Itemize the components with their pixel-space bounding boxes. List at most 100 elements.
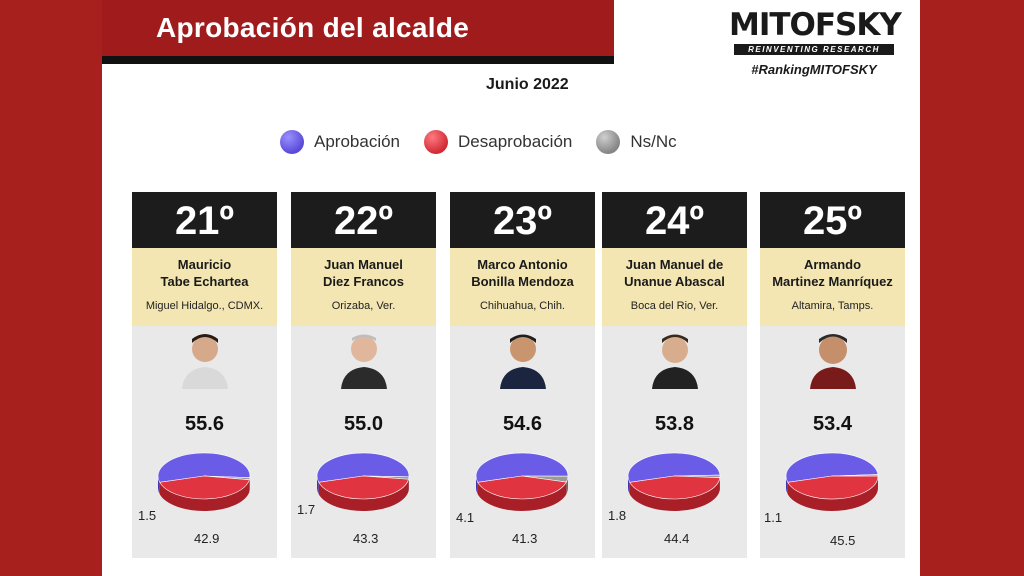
approval-side-wall (628, 476, 630, 495)
mayor-name-line2: Diez Francos (323, 274, 404, 289)
approval-slice (475, 452, 569, 483)
brand-logo: MITOFSKY (729, 7, 902, 43)
mayor-city: Miguel Hidalgo., CDMX. (145, 300, 264, 312)
legend-item-disapproval: Desaprobación (424, 130, 572, 154)
mayor-name-line1: Mauricio (177, 257, 232, 272)
mayor-name-line2: Unanue Abascal (624, 274, 725, 289)
mayor-photo (182, 334, 228, 389)
nsnc-value: 1.8 (608, 508, 627, 523)
rank-number: 25º (760, 192, 905, 248)
mayor-name-line1: Juan Manuel de (625, 257, 724, 272)
mayor-city: Chihuahua, Chih. (479, 300, 565, 312)
approval-side-wall (786, 476, 788, 495)
disapproval-slice (159, 475, 250, 500)
disapproval-slice (318, 475, 409, 500)
mayor-name-line1: Armando (803, 257, 862, 272)
legend-item-approval: Aprobación (280, 130, 400, 154)
approval-value: 55.0 (344, 413, 383, 435)
mayor-name-line1: Marco Antonio (477, 257, 568, 272)
mayor-name: Marco Antonio Bonilla Mendoza (450, 248, 595, 290)
mayor-city: Altamira, Tamps. (791, 300, 874, 312)
mayor-info: Marco Antonio Bonilla Mendoza Chihuahua, … (450, 248, 595, 326)
mayor-city: Orizaba, Ver. (331, 300, 396, 312)
survey-date: Junio 2022 (486, 76, 569, 93)
legend-item-nsnc: Ns/Nc (596, 130, 677, 154)
disapproval-value: 42.9 (194, 531, 220, 546)
disapproval-value: 44.4 (664, 531, 690, 546)
brand-block: MITOFSKY REINVENTING RESEARCH #RankingMI… (729, 7, 902, 77)
disapproval-value: 43.3 (353, 531, 379, 546)
mayor-card-24: 24º Juan Manuel de Unanue Abascal Boca de… (602, 192, 747, 558)
nsnc-side-wall (249, 477, 250, 492)
nsnc-side-wall (566, 476, 568, 495)
approval-value: 55.6 (185, 413, 224, 435)
mayor-card-22: 22º Juan Manuel Diez Francos Orizaba, Ver… (291, 192, 436, 558)
mayor-card-23: 23º Marco Antonio Bonilla Mendoza Chihuah… (450, 192, 595, 558)
mayor-name: Juan Manuel Diez Francos (291, 248, 436, 290)
mayor-name-line2: Tabe Echartea (160, 274, 249, 289)
legend-label-disapproval: Desaprobación (458, 132, 573, 151)
pie-chart (785, 452, 879, 511)
mayor-photo (652, 334, 698, 389)
disapproval-side-wall (159, 479, 250, 511)
mayor-card-21: 21º Mauricio Tabe Echartea Miguel Hidalgo… (132, 192, 277, 558)
nsnc-value: 1.7 (297, 502, 316, 517)
pie-chart (316, 452, 410, 511)
brand-hashtag: #RankingMITOFSKY (751, 62, 877, 77)
mayor-name: Mauricio Tabe Echartea (132, 248, 277, 290)
rank-number: 21º (132, 192, 277, 248)
mayor-name-line1: Juan Manuel (324, 257, 403, 272)
pie-chart (157, 452, 251, 511)
disapproval-slice (787, 475, 879, 500)
approval-value: 53.8 (655, 413, 694, 435)
nsnc-value: 4.1 (456, 510, 475, 525)
rank-number: 24º (602, 192, 747, 248)
pie-chart (627, 452, 721, 511)
disapproval-side-wall (629, 477, 720, 511)
mayor-info: Juan Manuel de Unanue Abascal Boca del Ri… (602, 248, 747, 326)
title-underline (102, 56, 614, 64)
disapproval-side-wall (477, 482, 567, 511)
brand-tagline: REINVENTING RESEARCH (734, 44, 894, 55)
rank-number: 22º (291, 192, 436, 248)
mayor-photo (341, 334, 387, 389)
mayor-name-line2: Bonilla Mendoza (471, 274, 574, 289)
legend: Aprobación Desaprobación Ns/Nc (280, 130, 677, 154)
approval-slice (627, 452, 721, 483)
legend-swatch-disapproval (424, 130, 449, 154)
mayor-name: Juan Manuel de Unanue Abascal (602, 248, 747, 290)
mayor-card-25: 25º Armando Martinez Manríquez Altamira, … (760, 192, 905, 558)
rank-number: 23º (450, 192, 595, 248)
approval-value: 53.4 (813, 413, 852, 435)
disapproval-side-wall (318, 479, 409, 511)
mayor-info: Mauricio Tabe Echartea Miguel Hidalgo., C… (132, 248, 277, 326)
pie-chart (475, 452, 569, 511)
mayor-photo (500, 334, 546, 389)
disapproval-value: 45.5 (830, 533, 856, 548)
approval-slice (316, 452, 410, 483)
approval-side-wall (158, 476, 160, 495)
disapproval-value: 41.3 (512, 531, 538, 546)
disapproval-slice (629, 475, 721, 500)
content-panel: Aprobación del alcalde MITOFSKY REINVENT… (102, 0, 920, 576)
title-bar: Aprobación del alcalde (102, 0, 614, 56)
approval-side-wall (476, 476, 478, 495)
mayor-city: Boca del Rio, Ver. (630, 300, 719, 312)
legend-swatch-approval (280, 130, 304, 154)
disapproval-side-wall (787, 476, 878, 511)
approval-value: 54.6 (503, 413, 542, 435)
approval-slice (157, 452, 251, 483)
page-title: Aprobación del alcalde (156, 12, 470, 43)
disapproval-slice (477, 475, 567, 500)
mayor-info: Juan Manuel Diez Francos Orizaba, Ver. (291, 248, 436, 326)
nsnc-value: 1.5 (138, 508, 157, 523)
legend-swatch-nsnc (596, 130, 621, 154)
mayor-name-line2: Martinez Manríquez (772, 274, 893, 289)
mayor-info: Armando Martinez Manríquez Altamira, Tamp… (760, 248, 905, 326)
mayor-photo (810, 334, 856, 389)
mayor-name: Armando Martinez Manríquez (760, 248, 905, 290)
legend-label-nsnc: Ns/Nc (630, 132, 677, 151)
approval-side-wall (317, 476, 319, 495)
legend-label-approval: Aprobación (314, 132, 401, 151)
